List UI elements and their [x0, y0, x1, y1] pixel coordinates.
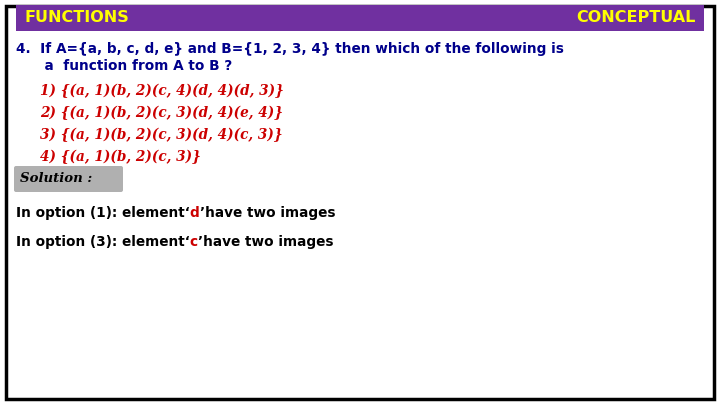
Text: Solution :: Solution : [20, 173, 92, 185]
Text: 4.  If A={a, b, c, d, e} and B={1, 2, 3, 4} then which of the following is: 4. If A={a, b, c, d, e} and B={1, 2, 3, … [16, 42, 564, 56]
Text: In option (3): element‘c’have two images: In option (3): element‘c’have two images [16, 235, 333, 249]
FancyBboxPatch shape [6, 6, 714, 399]
Text: c: c [190, 235, 198, 249]
Text: d: d [190, 206, 199, 220]
Text: FUNCTIONS: FUNCTIONS [24, 11, 129, 26]
Text: In option (1): element‘d’have two images: In option (1): element‘d’have two images [16, 206, 335, 220]
FancyBboxPatch shape [16, 197, 466, 257]
Text: 4) {(a, 1)(b, 2)(c, 3)}: 4) {(a, 1)(b, 2)(c, 3)} [40, 150, 201, 164]
Text: CONCEPTUAL: CONCEPTUAL [577, 11, 696, 26]
Text: ’have two images: ’have two images [198, 235, 333, 249]
Text: 1) {(a, 1)(b, 2)(c, 4)(d, 4)(d, 3)}: 1) {(a, 1)(b, 2)(c, 4)(d, 4)(d, 3)} [40, 84, 284, 98]
Text: In option (3): element‘: In option (3): element‘ [16, 235, 190, 249]
FancyBboxPatch shape [16, 5, 704, 31]
FancyBboxPatch shape [14, 166, 123, 192]
Text: a  function from A to B ?: a function from A to B ? [16, 59, 233, 73]
Text: 2) {(a, 1)(b, 2)(c, 3)(d, 4)(e, 4)}: 2) {(a, 1)(b, 2)(c, 3)(d, 4)(e, 4)} [40, 106, 283, 120]
Text: ’have two images: ’have two images [199, 206, 335, 220]
Text: 3) {(a, 1)(b, 2)(c, 3)(d, 4)(c, 3)}: 3) {(a, 1)(b, 2)(c, 3)(d, 4)(c, 3)} [40, 128, 283, 142]
Text: In option (1): element‘: In option (1): element‘ [16, 206, 190, 220]
